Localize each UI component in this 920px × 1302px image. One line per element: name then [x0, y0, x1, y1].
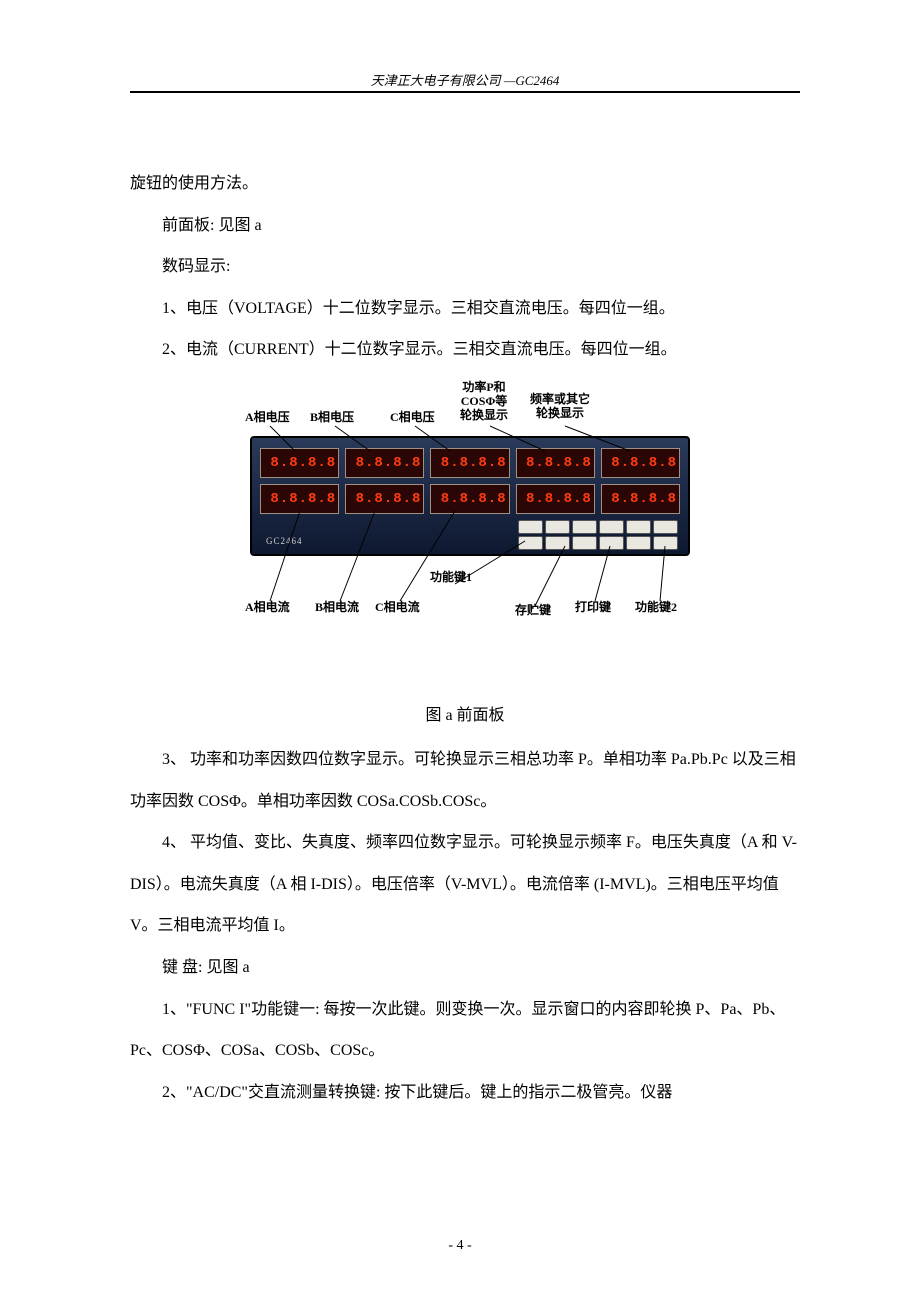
front-panel-diagram: A相电压 B相电压 C相电压 功率P和COSΦ等轮换显示 频率或其它轮换显示 8… — [205, 381, 725, 631]
keypad-key — [599, 520, 624, 534]
display-b-current: 8.8.8.8 — [345, 484, 424, 514]
keypad-key — [653, 520, 678, 534]
keypad-key — [518, 536, 543, 550]
label-p-cos: 功率P和COSΦ等轮换显示 — [460, 381, 508, 422]
display-freq: 8.8.8.8 — [601, 448, 680, 478]
keypad-key — [572, 520, 597, 534]
keypad-key — [599, 536, 624, 550]
display-c-voltage: 8.8.8.8 — [430, 448, 509, 478]
keypad-key — [626, 536, 651, 550]
keypad-key — [545, 536, 570, 550]
label-a-current: A相电流 — [245, 601, 290, 615]
keypad-key — [545, 520, 570, 534]
label-b-current: B相电流 — [315, 601, 359, 615]
header-rule — [130, 91, 800, 93]
body-para: 4、 平均值、变比、失真度、频率四位数字显示。可轮换显示频率 F。电压失真度（A… — [130, 822, 800, 947]
keypad-key — [626, 520, 651, 534]
text-line: 1、电压（VOLTAGE）十二位数字显示。三相交直流电压。每四位一组。 — [130, 288, 800, 330]
text-line: 数码显示: — [130, 246, 800, 288]
keypad-key — [518, 520, 543, 534]
label-c-voltage: C相电压 — [390, 411, 435, 425]
body-para: 3、 功率和功率因数四位数字显示。可轮换显示三相总功率 P。单相功率 Pa.Pb… — [130, 739, 800, 822]
document-page: 天津正大电子有限公司 —GC2464 旋钮的使用方法。 前面板: 见图 a 数码… — [0, 0, 920, 1113]
display-a-voltage: 8.8.8.8 — [260, 448, 339, 478]
text-line: 前面板: 见图 a — [130, 205, 800, 247]
intro-line: 旋钮的使用方法。 — [130, 163, 800, 205]
body-para: 1、"FUNC I"功能键一: 每按一次此键。则变换一次。显示窗口的内容即轮换 … — [130, 989, 800, 1072]
figure-caption: 图 a 前面板 — [130, 701, 800, 725]
display-b-voltage: 8.8.8.8 — [345, 448, 424, 478]
keypad-key — [653, 536, 678, 550]
label-freq: 频率或其它轮换显示 — [530, 393, 590, 421]
keypad-area — [518, 520, 678, 550]
body-para: 键 盘: 见图 a — [130, 947, 800, 989]
device-model-label: GC2464 — [266, 536, 303, 546]
label-print: 打印键 — [575, 601, 611, 615]
label-b-voltage: B相电压 — [310, 411, 354, 425]
display-c-current: 8.8.8.8 — [430, 484, 509, 514]
display-row-current: 8.8.8.8 8.8.8.8 8.8.8.8 8.8.8.8 8.8.8.8 — [260, 484, 680, 514]
display-extra-2: 8.8.8.8 — [601, 484, 680, 514]
page-header: 天津正大电子有限公司 —GC2464 — [130, 70, 800, 89]
label-a-voltage: A相电压 — [245, 411, 290, 425]
page-number: - 4 - — [0, 1238, 920, 1254]
label-func1: 功能键1 — [430, 571, 472, 585]
text-line: 2、电流（CURRENT）十二位数字显示。三相交直流电压。每四位一组。 — [130, 329, 800, 371]
display-row-voltage: 8.8.8.8 8.8.8.8 8.8.8.8 8.8.8.8 8.8.8.8 — [260, 448, 680, 478]
label-c-current: C相电流 — [375, 601, 420, 615]
body-para: 2、"AC/DC"交直流测量转换键: 按下此键后。键上的指示二极管亮。仪器 — [130, 1072, 800, 1114]
device-chassis: 8.8.8.8 8.8.8.8 8.8.8.8 8.8.8.8 8.8.8.8 … — [250, 436, 690, 556]
label-func2: 功能键2 — [635, 601, 677, 615]
keypad-key — [572, 536, 597, 550]
display-extra-1: 8.8.8.8 — [516, 484, 595, 514]
label-store: 存贮键 — [515, 604, 551, 618]
display-power: 8.8.8.8 — [516, 448, 595, 478]
display-a-current: 8.8.8.8 — [260, 484, 339, 514]
